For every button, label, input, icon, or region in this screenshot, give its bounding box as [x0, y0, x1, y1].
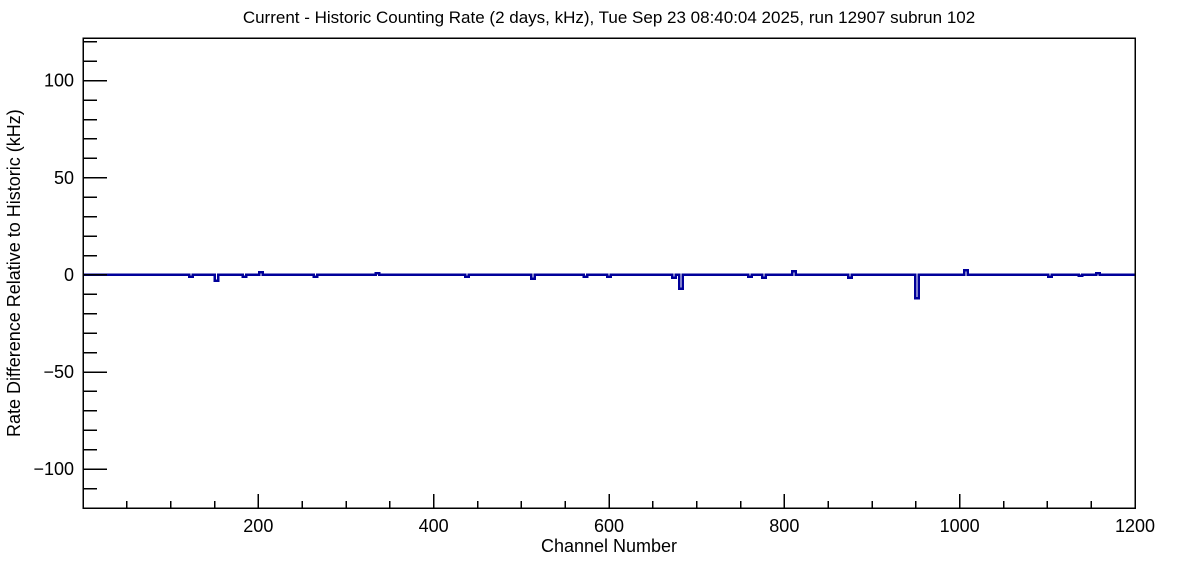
x-tick-label: 600 [594, 516, 624, 536]
x-tick-label: 1200 [1115, 516, 1155, 536]
chart-title: Current - Historic Counting Rate (2 days… [242, 8, 976, 27]
x-tick-label: 1000 [940, 516, 980, 536]
y-tick-label: −100 [33, 459, 74, 479]
rate-difference-line [83, 268, 1135, 300]
y-tick-label: −50 [43, 362, 74, 382]
x-tick-label: 800 [769, 516, 799, 536]
x-tick-label: 400 [419, 516, 449, 536]
y-tick-label: 100 [44, 71, 74, 91]
y-tick-label: 50 [54, 168, 74, 188]
y-tick-label: 0 [64, 265, 74, 285]
x-tick-label: 200 [243, 516, 273, 536]
plot-frame [82, 37, 1136, 509]
x-axis-title: Channel Number [540, 536, 678, 556]
